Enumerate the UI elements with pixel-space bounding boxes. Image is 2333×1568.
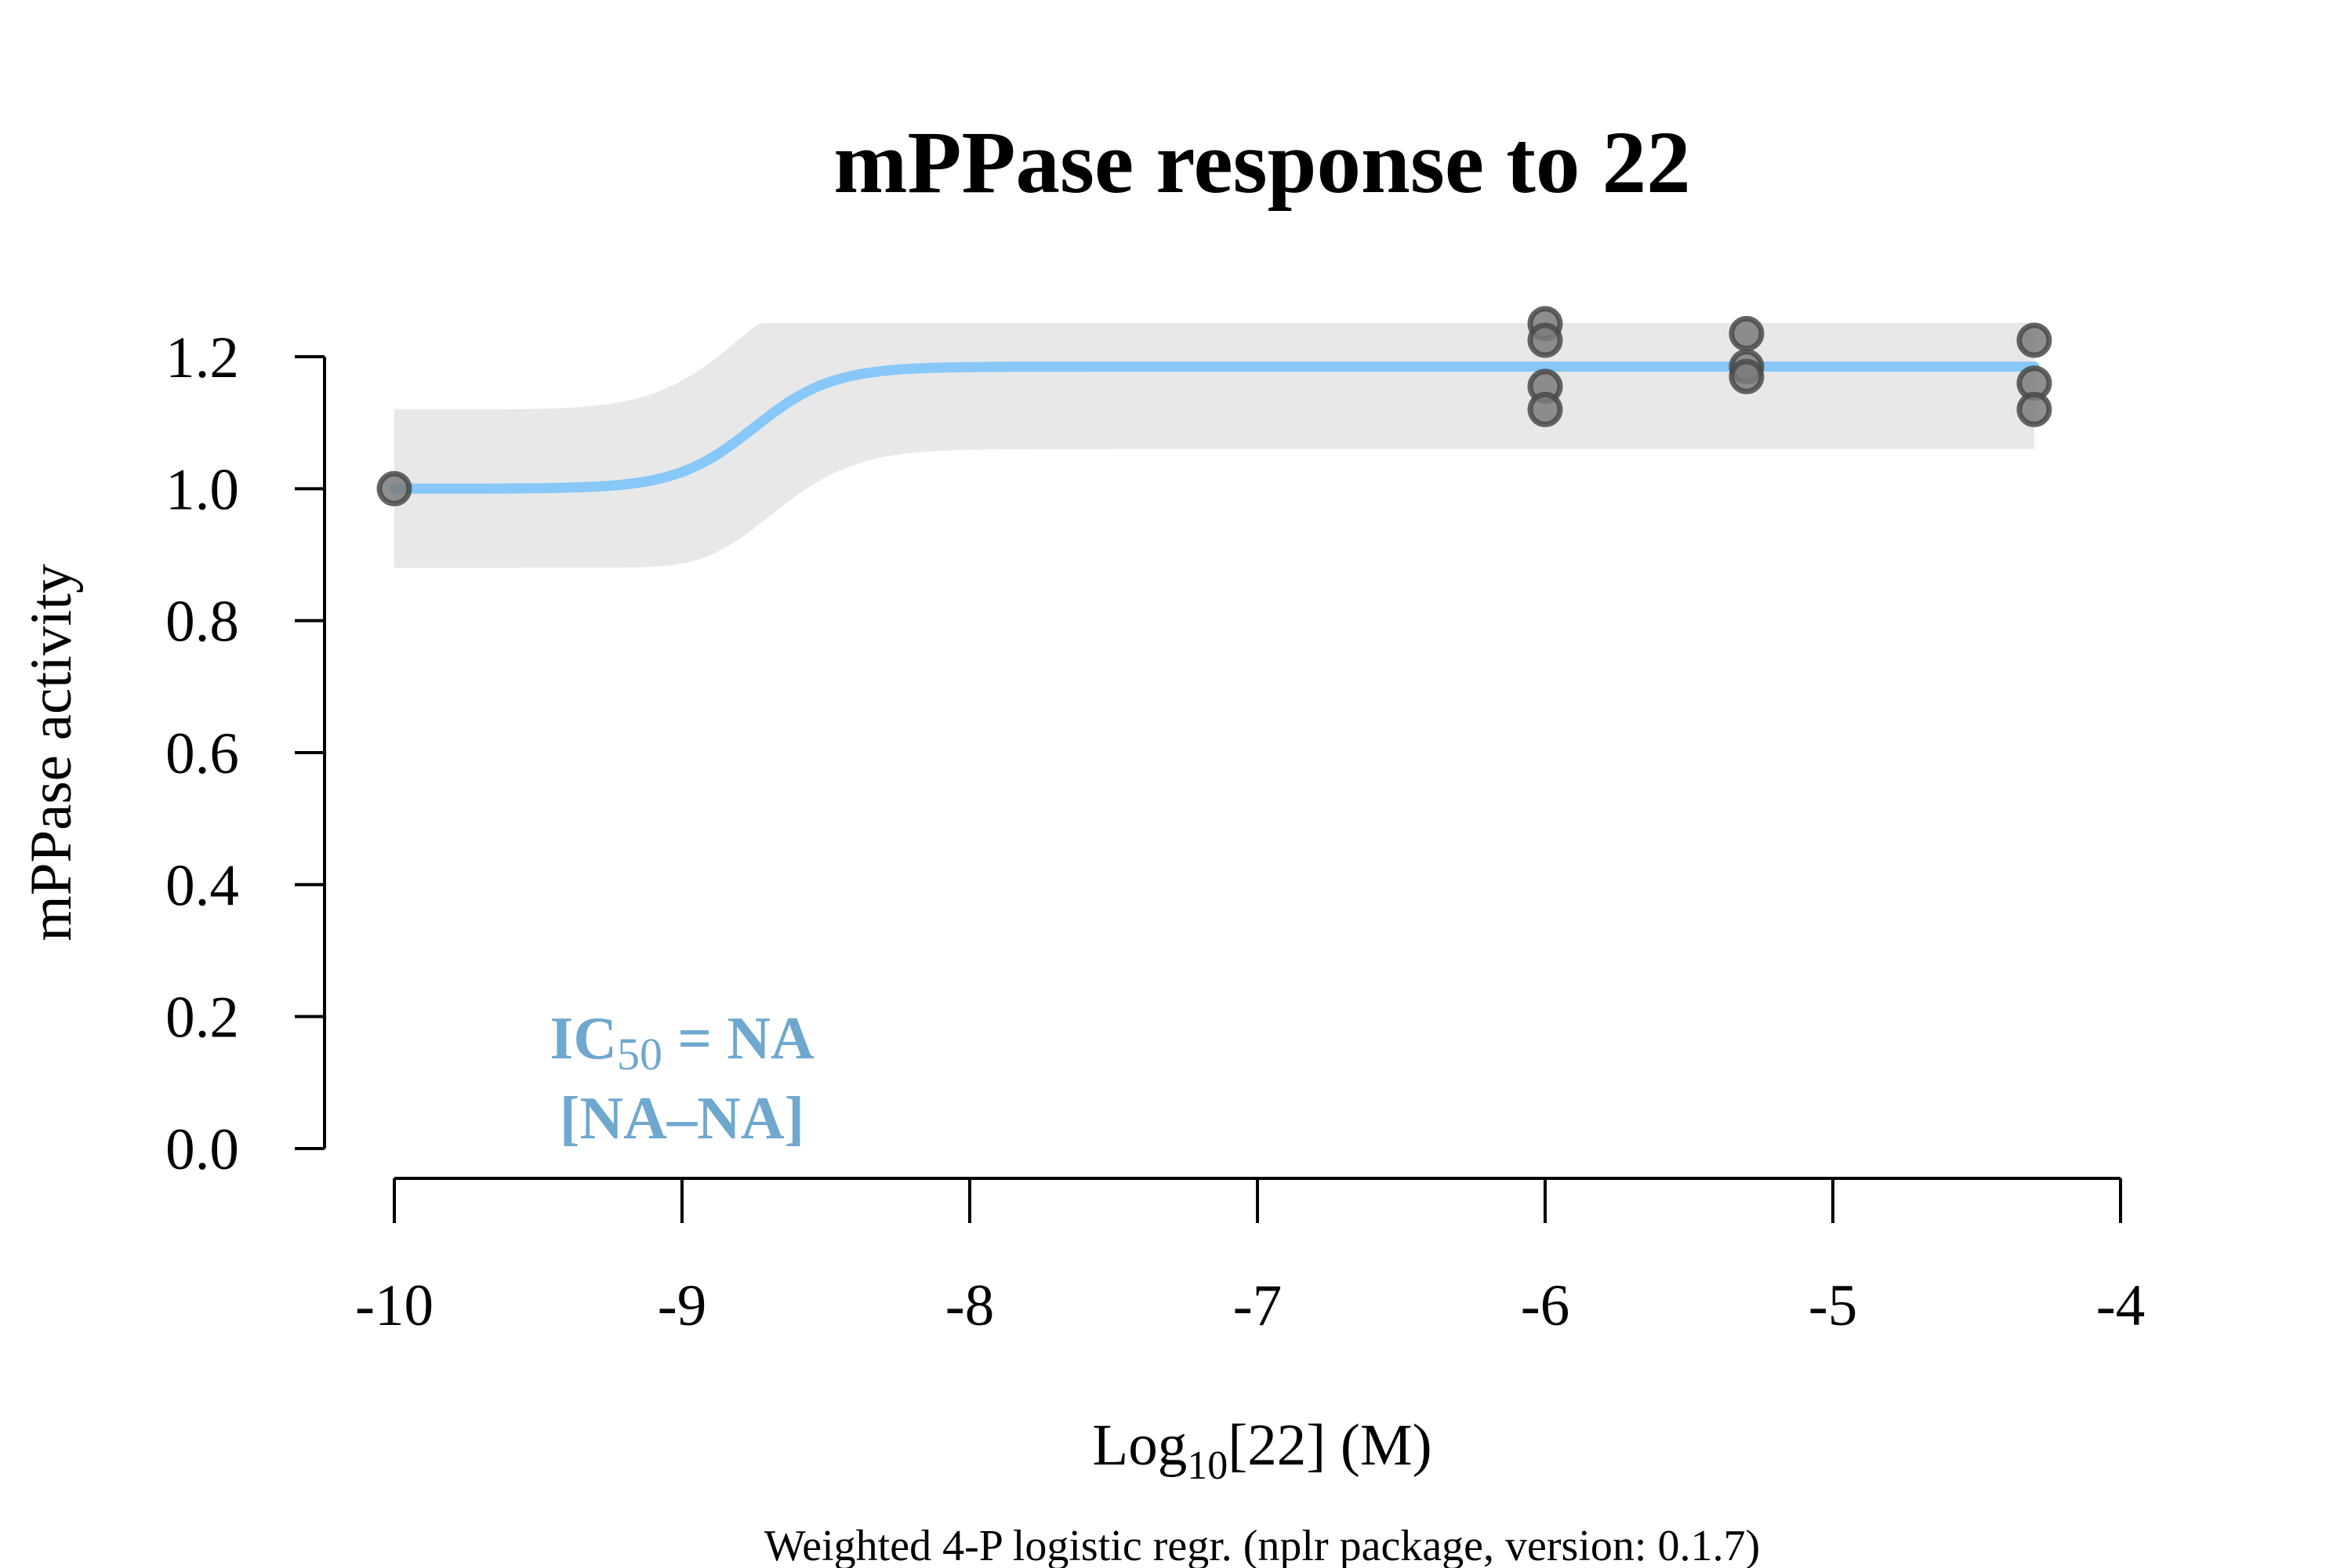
y-tick-label-2: 0.4 [165, 853, 239, 918]
x-ticks: -10 -9 -8 -7 -6 -5 -4 [355, 1178, 2145, 1338]
x-tick-label-4: -6 [1521, 1273, 1569, 1338]
y-tick-label-3: 0.6 [165, 721, 239, 786]
x-axis-title: Log10[22] (M) [1092, 1413, 1431, 1488]
y-ticks: 0.0 0.2 0.4 0.6 0.8 1.0 1.2 [165, 325, 325, 1182]
y-axis: 0.0 0.2 0.4 0.6 0.8 1.0 1.2 [165, 325, 326, 1182]
x-axis-title-suffix: [22] (M) [1228, 1413, 1431, 1478]
ic50-label-subscript: 50 [617, 1029, 662, 1080]
y-axis-title: mPPase activity [19, 564, 84, 942]
data-point-0 [376, 470, 412, 506]
confidence-band [394, 323, 2034, 568]
ic50-label-prefix: IC [550, 1004, 617, 1072]
x-tick-label-2: -8 [945, 1273, 994, 1338]
ic50-value: IC50 = NA [550, 1004, 815, 1080]
y-tick-label-0: 0.0 [165, 1117, 239, 1182]
x-tick-label-3: -7 [1233, 1273, 1282, 1338]
x-tick-label-0: -10 [355, 1273, 434, 1338]
y-tick-label-5: 1.0 [165, 457, 239, 522]
chart-title: mPPase response to 22 [833, 114, 1690, 212]
ic50-annotation: IC50 = NA [NA–NA] [550, 1004, 815, 1152]
data-point-2 [1527, 322, 1563, 358]
x-tick-label-6: -4 [2096, 1273, 2145, 1338]
x-axis-title-subscript: 10 [1187, 1443, 1228, 1488]
y-tick-label-1: 0.2 [165, 985, 239, 1051]
x-axis-title-prefix: Log [1092, 1413, 1187, 1478]
x-axis: -10 -9 -8 -7 -6 -5 -4 [355, 1177, 2145, 1338]
y-tick-label-6: 1.2 [165, 325, 239, 390]
plot-layers [376, 306, 2052, 568]
data-points [376, 306, 2052, 506]
data-point-4 [1527, 391, 1563, 427]
data-point-10 [2016, 391, 2052, 427]
footnote: Weighted 4-P logistic regr. (nplr packag… [764, 1522, 1760, 1568]
data-point-7 [1729, 358, 1765, 394]
y-tick-label-4: 0.8 [165, 590, 239, 655]
x-tick-label-5: -5 [1809, 1273, 1857, 1338]
data-point-5 [1729, 316, 1765, 351]
ic50-label-suffix: = NA [662, 1004, 815, 1072]
x-tick-label-1: -9 [658, 1273, 706, 1338]
data-point-8 [2016, 322, 2052, 358]
ic50-interval: [NA–NA] [560, 1084, 804, 1152]
